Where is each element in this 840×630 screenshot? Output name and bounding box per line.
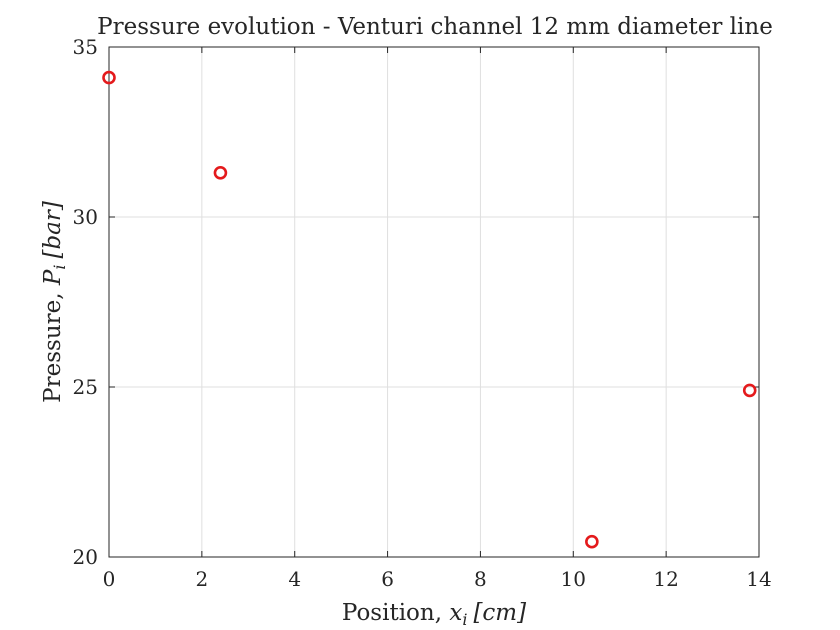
x-axis-label: Position, xi [cm]: [342, 600, 526, 629]
x-tick-labels: 0 2 4 6 8 10 12 14: [103, 567, 772, 591]
y-tick-label: 20: [73, 545, 98, 569]
x-tick-label: 2: [195, 567, 208, 591]
y-tick-label: 30: [73, 205, 98, 229]
y-tick-label: 35: [73, 35, 98, 59]
x-tick-label: 0: [103, 567, 116, 591]
chart-title: Pressure evolution - Venturi channel 12 …: [97, 14, 773, 40]
x-tick-label: 4: [288, 567, 301, 591]
y-tick-labels: 20 25 30 35: [73, 35, 98, 569]
x-tick-label: 14: [746, 567, 771, 591]
x-tick-label: 6: [381, 567, 394, 591]
data-point: [585, 534, 599, 549]
axis-ticks: [108, 46, 760, 558]
data-point: [742, 383, 757, 398]
x-tick-label: 12: [653, 567, 678, 591]
x-tick-label: 8: [474, 567, 487, 591]
x-tick-label: 10: [561, 567, 586, 591]
y-axis-label: Pressure, Pi[bar]: [40, 201, 69, 403]
plot-area-frame: [108, 46, 760, 558]
data-point: [213, 166, 228, 180]
data-points: [102, 70, 757, 549]
y-tick-label: 25: [73, 375, 98, 399]
data-point: [102, 70, 116, 85]
